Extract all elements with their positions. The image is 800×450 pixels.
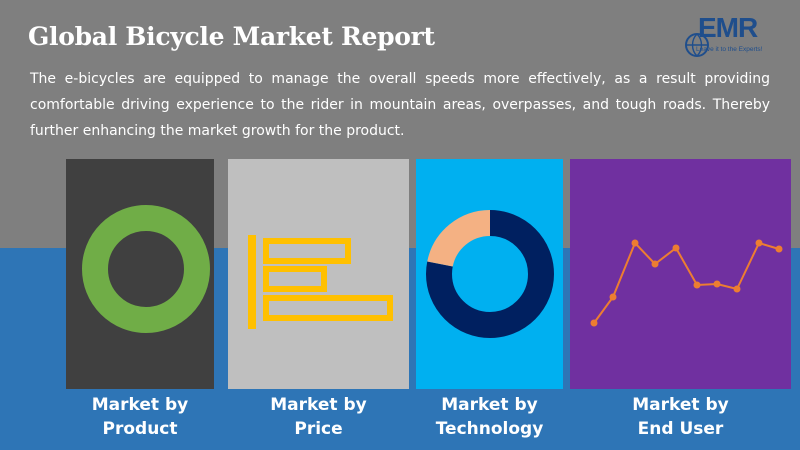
globe-icon bbox=[685, 33, 709, 57]
trend-line bbox=[593, 241, 780, 324]
bar-axis bbox=[248, 235, 256, 329]
panel-product[interactable] bbox=[66, 159, 214, 389]
bar-middle bbox=[263, 266, 327, 292]
donut-chart-icon bbox=[82, 205, 210, 333]
caption-product: Market by Product bbox=[91, 395, 189, 439]
donut-segment-green bbox=[82, 205, 210, 333]
bar-bottom bbox=[263, 295, 393, 321]
caption-technology: Market by Technology bbox=[435, 395, 544, 439]
report-description: The e-bicycles are equipped to manage th… bbox=[30, 71, 770, 139]
page-title: Global Bicycle Market Report bbox=[28, 22, 435, 51]
panel-technology[interactable] bbox=[416, 159, 563, 389]
line-chart-icon bbox=[590, 239, 783, 327]
panel-price[interactable] bbox=[228, 159, 409, 389]
logo-tagline: Leave it to the Experts! bbox=[696, 46, 763, 53]
logo-wordmark: EMR bbox=[698, 12, 758, 43]
donut-chart-icon bbox=[426, 210, 554, 338]
donut-segment-peach bbox=[426, 210, 554, 338]
caption-price: Market by Price bbox=[270, 395, 367, 439]
caption-end-user: Market by End User bbox=[632, 395, 729, 439]
bar-chart-icon bbox=[248, 235, 393, 329]
panel-end-user[interactable] bbox=[570, 159, 791, 389]
bar-top bbox=[263, 238, 351, 264]
trend-points bbox=[590, 239, 783, 327]
emr-logo[interactable]: EMR Leave it to the Experts! bbox=[684, 12, 786, 58]
